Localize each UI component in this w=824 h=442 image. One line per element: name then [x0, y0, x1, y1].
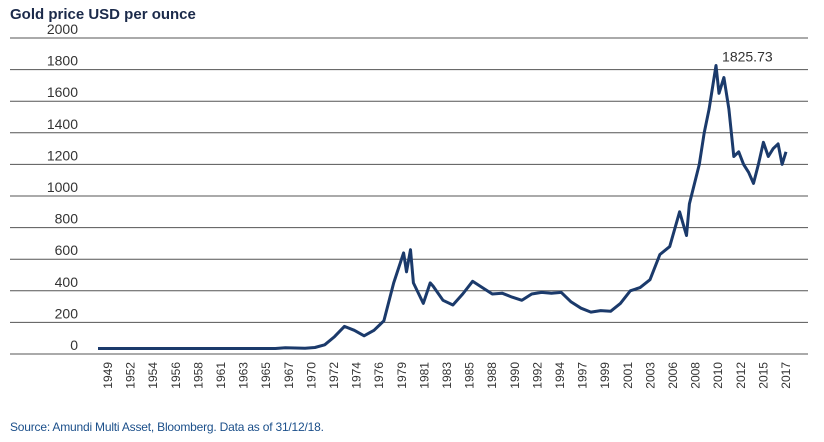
- y-tick-label: 2000: [47, 21, 78, 37]
- x-tick-label: 1963: [237, 362, 251, 389]
- x-tick-label: 1983: [440, 362, 454, 389]
- x-tick-label: 1961: [214, 362, 228, 389]
- y-tick-label: 1800: [47, 53, 78, 69]
- x-tick-label: 1992: [530, 362, 544, 389]
- y-tick-label: 1600: [47, 84, 78, 100]
- x-tick-label: 1952: [124, 362, 138, 389]
- x-tick-label: 2015: [756, 362, 770, 389]
- x-tick-label: 1974: [350, 362, 364, 389]
- gold-price-chart: 0 200 400 600 800 1000 1200 1400 1600 1800 2000 19…: [10, 21, 808, 389]
- x-tick-label: 1985: [463, 362, 477, 389]
- x-tick-label: 1958: [191, 362, 205, 389]
- grid-lines: [10, 37, 808, 355]
- x-tick-label: 2003: [643, 362, 657, 389]
- x-tick-label: 1979: [395, 362, 409, 389]
- y-tick-label: 600: [55, 242, 79, 258]
- x-tick-label: 2008: [689, 362, 703, 389]
- y-tick-label: 1200: [47, 147, 78, 163]
- x-tick-label: 1988: [485, 362, 499, 389]
- y-tick-label: 1400: [47, 116, 78, 132]
- x-tick-label: 2012: [734, 362, 748, 389]
- gold-price-line: [98, 64, 788, 350]
- x-tick-label: 1965: [259, 362, 273, 389]
- y-tick-label: 400: [55, 274, 79, 290]
- x-tick-label: 1997: [576, 362, 590, 389]
- y-tick-label: 800: [55, 211, 79, 227]
- x-tick-label: 1990: [508, 362, 522, 389]
- x-tick-label: 2017: [779, 362, 793, 389]
- peak-annotation: 1825.73: [722, 49, 773, 65]
- x-tick-label: 2006: [666, 362, 680, 389]
- y-tick-label: 0: [70, 337, 78, 353]
- x-tick-label: 1994: [553, 362, 567, 389]
- x-tick-label: 1976: [372, 362, 386, 389]
- x-tick-label: 1956: [169, 362, 183, 389]
- y-axis-ticks: 0 200 400 600 800 1000 1200 1400 1600 1800 2000: [47, 21, 78, 353]
- x-tick-label: 1967: [282, 362, 296, 389]
- x-tick-label: 2001: [621, 362, 635, 389]
- y-tick-label: 200: [55, 305, 79, 321]
- source-note: Source: Amundi Multi Asset, Bloomberg. D…: [10, 420, 324, 434]
- chart-title: Gold price USD per ounce: [10, 6, 196, 23]
- x-tick-label: 1954: [146, 362, 160, 389]
- x-tick-label: 1981: [417, 362, 431, 389]
- x-tick-label: 1972: [327, 362, 341, 389]
- y-tick-label: 1000: [47, 179, 78, 195]
- x-tick-label: 2010: [711, 362, 725, 389]
- x-tick-label: 1970: [304, 362, 318, 389]
- x-tick-label: 1999: [598, 362, 612, 389]
- x-axis-ticks: 1949 1952 1954 1956 1958 1961 1963 1965 1967 1970…: [101, 362, 793, 389]
- x-tick-label: 1949: [101, 362, 115, 389]
